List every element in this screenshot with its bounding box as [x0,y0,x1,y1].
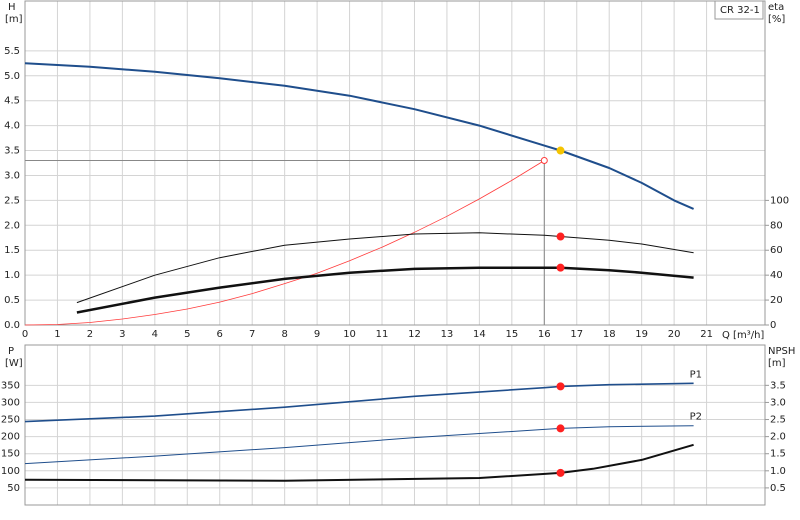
x-tick-label: 18 [603,329,616,340]
operating-point [556,468,565,477]
y2-tick-label: 100 [770,195,789,206]
x-tick-label: 21 [700,329,713,340]
x-tick-label: 15 [505,329,518,340]
curve [24,62,694,210]
curve [76,266,694,314]
x-axis-label: Q [m³/h] [722,330,764,341]
x-tick-label: 2 [87,329,93,340]
y-tick-label: 350 [1,380,20,391]
x-tick-label: 10 [343,329,356,340]
y-tick-label: 0.0 [4,320,20,331]
y-tick-label: 5.0 [4,71,20,82]
y2-tick-label: 60 [770,245,783,256]
y-tick-label: 4.0 [4,121,20,132]
x-tick-label: 19 [635,329,648,340]
y2-axis-unit: [%] [768,14,785,25]
operating-point [556,424,565,433]
y2-tick-label: 0 [770,320,776,331]
y-axis-label: H [8,2,16,13]
operating-point [540,157,548,165]
operating-point [556,232,565,241]
y2-tick-label: 2.0 [770,432,786,443]
y-tick-label: 250 [1,415,20,426]
y-tick-label: 1.0 [4,270,20,281]
y2-axis-label: eta [768,2,784,13]
curve [24,425,694,465]
x-tick-label: 9 [314,329,320,340]
y-tick-label: 150 [1,449,20,460]
y-axis-unit: [W] [5,358,23,369]
plot-frame [24,344,766,506]
series-label: P1 [690,369,702,380]
x-tick-label: 14 [473,329,486,340]
x-tick-label: 20 [668,329,681,340]
x-tick-label: 7 [249,329,255,340]
y2-axis-unit: [m] [768,358,786,369]
y-tick-label: 3.0 [4,170,20,181]
x-tick-label: 13 [441,329,454,340]
curve [24,382,694,423]
label-box-text: CR 32-1 [720,5,760,16]
y-tick-label: 200 [1,432,20,443]
x-tick-label: 0 [22,329,28,340]
y-tick-label: 4.5 [4,96,20,107]
operating-point [556,263,565,272]
y2-tick-label: 40 [770,270,783,281]
curve [24,160,545,326]
y-tick-label: 1.5 [4,245,20,256]
y2-tick-label: 1.0 [770,466,786,477]
y-tick-label: 5.5 [4,46,20,57]
y2-tick-label: 1.5 [770,449,786,460]
y-tick-label: 2.0 [4,220,20,231]
y2-tick-label: 20 [770,295,783,306]
x-tick-label: 17 [570,329,583,340]
x-tick-label: 5 [184,329,190,340]
y-tick-label: 300 [1,397,20,408]
x-tick-label: 12 [408,329,421,340]
x-tick-label: 4 [152,329,158,340]
x-tick-label: 3 [119,329,125,340]
curve [76,232,694,304]
series-label: P2 [690,412,702,423]
plot-frame [24,0,766,326]
y2-tick-label: 3.0 [770,397,786,408]
x-tick-label: 1 [54,329,60,340]
y2-tick-label: 0.5 [770,483,786,494]
x-tick-label: 8 [281,329,287,340]
label-box [714,0,764,20]
y-tick-label: 0.5 [4,295,20,306]
y2-tick-label: 2.5 [770,415,786,426]
x-tick-label: 6 [217,329,223,340]
y-axis-label: P [8,346,14,357]
y-tick-label: 100 [1,466,20,477]
y-tick-label: 50 [7,483,20,494]
y2-tick-label: 80 [770,220,783,231]
x-tick-label: 16 [538,329,551,340]
operating-point [556,382,565,391]
y2-axis-label: NPSH [768,346,795,357]
y-tick-label: 2.5 [4,195,20,206]
y2-tick-label: 3.5 [770,380,786,391]
y-axis-unit: [m] [5,14,23,25]
y-tick-label: 3.5 [4,146,20,157]
x-tick-label: 11 [376,329,389,340]
operating-point [556,146,565,155]
